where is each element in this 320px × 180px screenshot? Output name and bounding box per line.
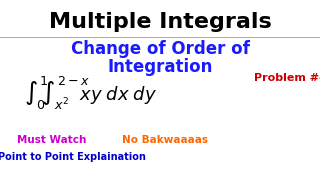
Text: $\int_0^1 \!\!\int_{x^2}^{2-x}\!\!\! xy\; dx\; dy$: $\int_0^1 \!\!\int_{x^2}^{2-x}\!\!\! xy\… xyxy=(24,75,156,112)
Text: Point to Point Explaination: Point to Point Explaination xyxy=(0,152,146,162)
Text: Integration: Integration xyxy=(107,58,213,76)
Text: Change of Order of: Change of Order of xyxy=(71,40,249,58)
Text: Multiple Integrals: Multiple Integrals xyxy=(49,12,271,32)
Text: Problem #4: Problem #4 xyxy=(253,73,320,83)
Text: Must Watch: Must Watch xyxy=(17,135,87,145)
Text: No Bakwaaaas: No Bakwaaaas xyxy=(122,135,208,145)
